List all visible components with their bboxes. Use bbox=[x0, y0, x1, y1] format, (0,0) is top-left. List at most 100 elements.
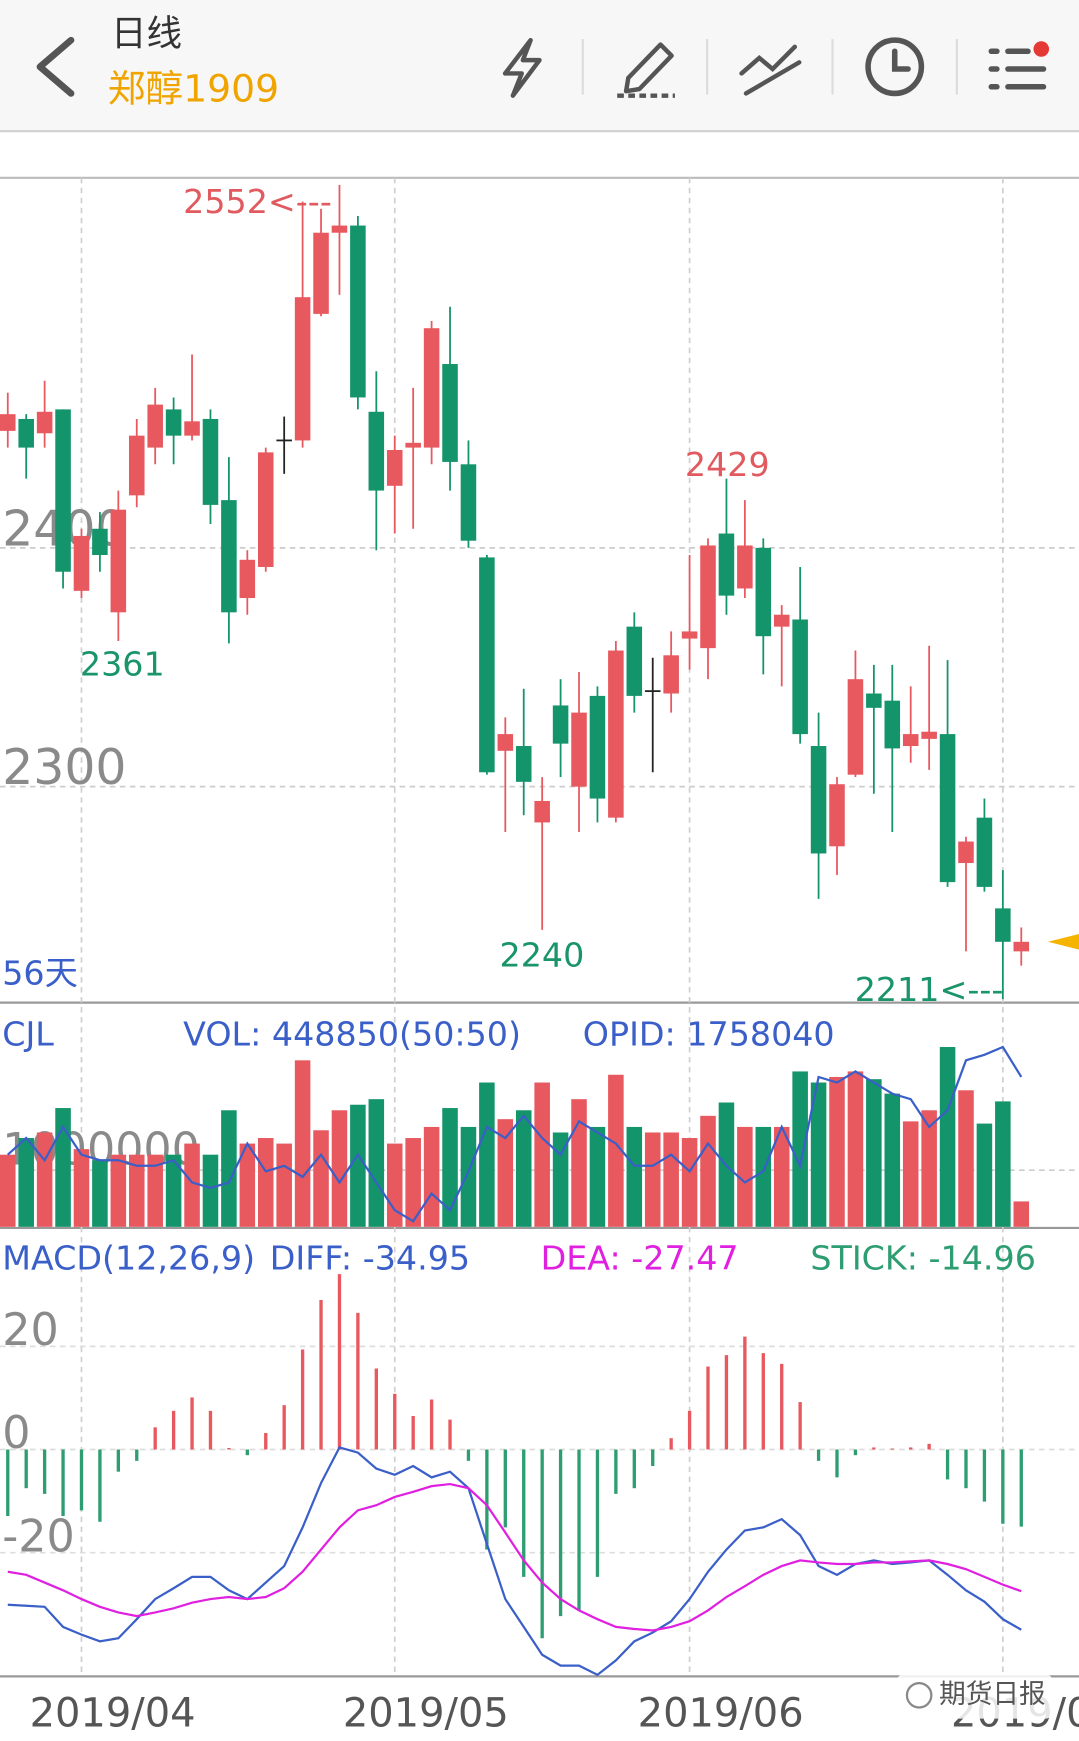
candle-body bbox=[534, 800, 550, 823]
open-interest-line bbox=[7, 1045, 1023, 1223]
candle-body bbox=[608, 650, 624, 818]
volume-bar bbox=[737, 1126, 753, 1227]
volume-bar bbox=[460, 1126, 477, 1227]
candle-body bbox=[239, 559, 256, 599]
y-tick-label: 2300 bbox=[2, 739, 126, 796]
candle-body bbox=[663, 655, 679, 694]
candle-body bbox=[313, 232, 329, 314]
candle-body bbox=[460, 464, 477, 541]
volume-bar bbox=[626, 1126, 643, 1227]
flash-icon[interactable] bbox=[502, 37, 542, 98]
volume-bar bbox=[423, 1126, 440, 1227]
volume-bar bbox=[165, 1154, 182, 1227]
volume-bar bbox=[405, 1138, 421, 1227]
candle-body bbox=[479, 557, 495, 773]
line-tool-icon[interactable] bbox=[739, 44, 802, 96]
volume-bar bbox=[792, 1071, 808, 1227]
volume-bar bbox=[571, 1099, 587, 1227]
line-tool-shape bbox=[743, 60, 802, 96]
indicator-label: DEA: -27.47 bbox=[541, 1239, 739, 1278]
flash-shape bbox=[502, 37, 542, 98]
candle-body bbox=[294, 297, 311, 441]
candle-body bbox=[147, 404, 163, 448]
macd-line bbox=[7, 1482, 1022, 1632]
candle-body bbox=[995, 908, 1011, 942]
price-annotation: 2361 bbox=[80, 645, 165, 684]
candle-body bbox=[737, 545, 753, 589]
volume-bar bbox=[331, 1110, 348, 1227]
candle-body bbox=[700, 545, 716, 649]
candle-body bbox=[810, 746, 827, 854]
y-tick-label: -20 bbox=[2, 1511, 75, 1562]
volume-bar bbox=[958, 1090, 974, 1227]
pen-shape bbox=[623, 42, 674, 94]
candle-body bbox=[36, 411, 53, 434]
volume-bar bbox=[847, 1071, 864, 1227]
volume-bar bbox=[36, 1132, 53, 1227]
volume-bar bbox=[700, 1115, 716, 1227]
candle-body bbox=[368, 411, 385, 491]
clock-icon[interactable] bbox=[865, 37, 925, 97]
indicator-label: OPID: 1758040 bbox=[583, 1014, 835, 1053]
volume-bar bbox=[810, 1082, 827, 1227]
volume-bar bbox=[18, 1138, 34, 1227]
volume-bar bbox=[515, 1110, 532, 1227]
candle-body bbox=[884, 700, 901, 749]
candle-body bbox=[681, 631, 698, 639]
macd-line bbox=[7, 1446, 1022, 1677]
x-tick-label: 2019/06 bbox=[638, 1690, 804, 1736]
volume-bar bbox=[939, 1047, 956, 1227]
candle-body bbox=[755, 547, 772, 637]
volume-bar bbox=[276, 1143, 292, 1227]
candle-body bbox=[110, 509, 127, 613]
candle-body bbox=[718, 533, 735, 596]
last-price-marker bbox=[1047, 934, 1079, 950]
volume-bar bbox=[128, 1154, 145, 1227]
candle-body bbox=[92, 528, 108, 556]
candle-body bbox=[1013, 941, 1030, 952]
indicator-label: STICK: -14.96 bbox=[810, 1239, 1036, 1278]
volume-bar bbox=[110, 1154, 127, 1227]
candle-body bbox=[350, 225, 366, 398]
back-button[interactable] bbox=[36, 36, 75, 97]
page-title: 日线 bbox=[111, 14, 182, 55]
candle-body bbox=[257, 452, 274, 567]
candle-body bbox=[589, 695, 606, 799]
candle-body bbox=[221, 500, 237, 613]
draw-icon[interactable] bbox=[617, 42, 675, 98]
volume-bar bbox=[995, 1101, 1011, 1227]
candle-body bbox=[773, 614, 790, 627]
volume-bar bbox=[552, 1132, 569, 1227]
volume-bar bbox=[755, 1126, 772, 1227]
volume-bar bbox=[773, 1126, 790, 1227]
volume-bar bbox=[1013, 1201, 1030, 1227]
volume-bar bbox=[368, 1099, 385, 1227]
volume-bar bbox=[589, 1126, 606, 1227]
candle-body bbox=[55, 409, 71, 572]
candle-body bbox=[515, 746, 532, 782]
x-tick-label: 2019/05 bbox=[343, 1690, 509, 1736]
candle-body bbox=[18, 418, 34, 448]
volume-bar bbox=[497, 1119, 514, 1227]
watermark: 期货日报 bbox=[896, 1674, 1053, 1719]
period-label: 56天 bbox=[2, 953, 78, 992]
candle-body bbox=[958, 841, 974, 864]
candle-body bbox=[847, 679, 864, 775]
menu-icon[interactable] bbox=[988, 41, 1050, 90]
volume-bar bbox=[55, 1108, 71, 1227]
symbol-name[interactable]: 郑醇1909 bbox=[108, 67, 280, 111]
price-annotation: 2429 bbox=[685, 445, 770, 484]
volume-bar bbox=[829, 1076, 845, 1227]
candle-body bbox=[497, 734, 514, 751]
volume-bar bbox=[92, 1160, 108, 1227]
volume-bar bbox=[902, 1121, 919, 1227]
volume-bar bbox=[184, 1143, 200, 1227]
candle-body bbox=[644, 690, 661, 693]
candle-body bbox=[571, 712, 587, 787]
volume-bar bbox=[350, 1104, 366, 1227]
volume-bar bbox=[921, 1110, 937, 1227]
x-tick-label: 2019/04 bbox=[30, 1690, 196, 1736]
